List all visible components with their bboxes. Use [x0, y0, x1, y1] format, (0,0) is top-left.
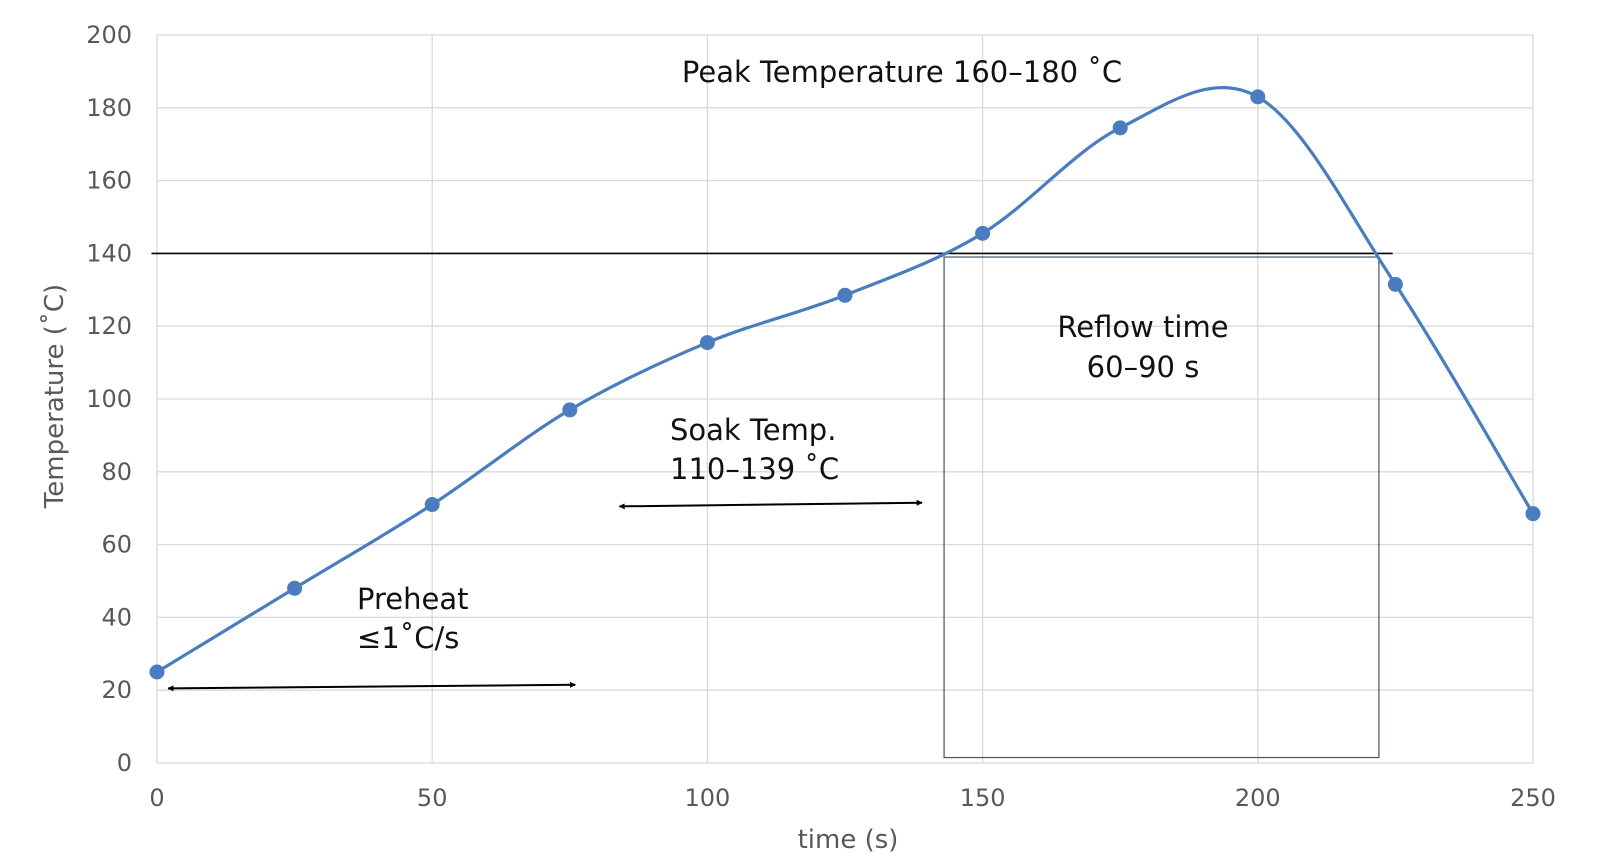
reflow-time-annotation-line1: Reflow time [1057, 310, 1228, 344]
x-tick-label: 100 [684, 784, 730, 812]
y-tick-label: 60 [101, 531, 132, 559]
x-axis-label: time (s) [798, 825, 899, 855]
y-tick-label: 100 [86, 385, 132, 413]
data-point [149, 664, 165, 680]
temperature-curve [156, 85, 1535, 674]
reflow-time-box [943, 256, 1380, 759]
y-tick-label: 160 [86, 167, 132, 195]
data-point [1387, 276, 1403, 292]
data-point [1250, 89, 1266, 105]
y-tick-label: 200 [86, 21, 132, 49]
x-tick-label: 200 [1235, 784, 1281, 812]
soak-temp-annotation-line2: 110–139 ˚C [670, 452, 839, 486]
y-tick-label: 40 [101, 603, 132, 631]
soak-arrow [618, 499, 923, 510]
y-tick-label: 120 [86, 312, 132, 340]
x-tick-label: 0 [149, 784, 164, 812]
data-points [149, 89, 1541, 680]
data-point [699, 335, 715, 351]
x-tick-label: 50 [417, 784, 448, 812]
preheat-annotation-line1: Preheat [357, 582, 468, 616]
data-point [837, 287, 853, 303]
x-tick-labels: 0 50 100 150 200 250 [149, 784, 1556, 812]
data-point [562, 402, 578, 418]
x-tick-label: 250 [1510, 784, 1556, 812]
reflow-time-annotation-line2: 60–90 s [1087, 350, 1200, 384]
annotation-arrows [167, 499, 923, 692]
y-tick-label: 140 [86, 239, 132, 267]
soak-temp-annotation-line1: Soak Temp. [670, 413, 836, 447]
preheat-arrow [167, 681, 576, 692]
y-tick-label: 180 [86, 94, 132, 122]
data-point [1112, 120, 1128, 136]
peak-temperature-annotation: Peak Temperature 160–180 ˚C [682, 55, 1122, 89]
data-point [424, 497, 440, 513]
data-point [1525, 506, 1541, 522]
preheat-annotation-line2: ≤1˚C/s [357, 621, 459, 655]
y-tick-label: 0 [117, 749, 132, 777]
data-point [287, 580, 303, 596]
x-tick-label: 150 [960, 784, 1006, 812]
y-axis-label: Temperature (˚C) [40, 284, 70, 509]
data-point [975, 225, 991, 241]
y-tick-label: 80 [101, 458, 132, 486]
y-tick-labels: 0 20 40 60 80 100 120 140 160 180 200 [86, 21, 132, 777]
y-tick-label: 20 [101, 676, 132, 704]
